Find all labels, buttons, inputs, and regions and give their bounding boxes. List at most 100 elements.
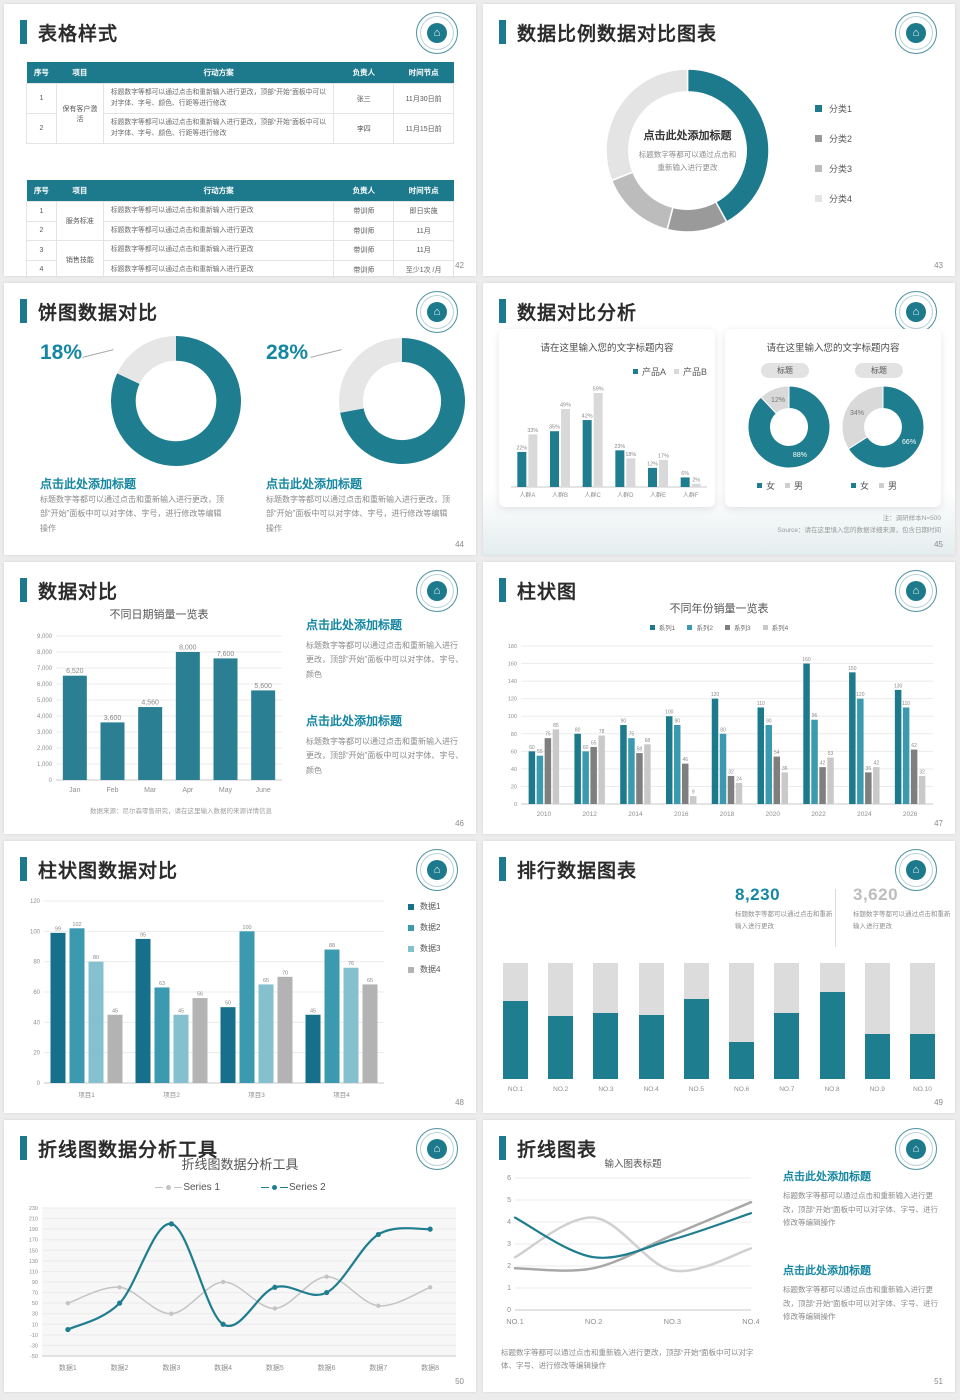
svg-text:66%: 66% [902, 439, 916, 446]
svg-text:人群E: 人群E [650, 491, 666, 499]
slide-header: 柱状图数据对比 ⌂ [20, 849, 460, 891]
accent-bar [499, 578, 506, 602]
text-block: 点击此处添加标题 标题数字等都可以通过点击和重新输入进行更改，顶部“开始”面板中… [306, 616, 464, 682]
svg-text:85: 85 [553, 723, 559, 729]
leader-line [310, 349, 342, 358]
block-heading: 点击此处添加标题 [306, 714, 403, 728]
svg-text:56: 56 [197, 992, 203, 998]
block-heading: 点击此处添加标题 [783, 1265, 871, 1277]
svg-text:4,560: 4,560 [141, 700, 159, 707]
category-donut-chart [605, 68, 770, 233]
svg-text:100: 100 [242, 925, 251, 931]
legend-swatch [815, 195, 822, 202]
accent-bar [499, 857, 506, 881]
svg-text:35%: 35% [549, 425, 560, 431]
table-cell: 1 [26, 82, 57, 115]
svg-text:-10: -10 [30, 1333, 38, 1339]
svg-text:数据2: 数据2 [111, 1363, 129, 1372]
legend-swatch [632, 369, 638, 374]
slide-header: 表格样式 ⌂ [20, 12, 460, 54]
svg-text:90: 90 [674, 719, 680, 725]
slide-51-thumbnail[interactable]: 折线图表 ⌂ 输入图表标题 6 5 4 3 2 1 0 NO.1 NO.2 NO.3 NO.4 标题… [483, 1120, 955, 1392]
slide-42-thumbnail[interactable]: 表格样式 ⌂ 序号 项目 行动方案 负责人 时间节点 1 保有客户激活 标题数字… [4, 4, 476, 276]
legend-swatch [408, 945, 414, 952]
legend-item: 系列2 [687, 622, 713, 632]
table-row: 2 标题数字等都可以通过点击和重新输入进行更改，顶部“开始”面板中可以对字体、字… [26, 113, 454, 145]
table-cell: 标题数字等都可以通过点击和重新输入进行更改，顶部“开始”面板中可以对字体、字号、… [102, 82, 335, 115]
legend-swatch [762, 624, 768, 630]
slide-50-thumbnail[interactable]: 折线图数据分析工具 ⌂ 折线图数据分析工具 Series 1 Series 2 … [4, 1120, 476, 1392]
legend-swatch [408, 903, 414, 910]
table-cell: 销售技能 [55, 240, 104, 276]
slide-47-thumbnail[interactable]: 柱状图 ⌂ 不同年份销量一览表 系列1 系列2 系列3 系列4 180 160 14… [483, 562, 955, 834]
legend-item: 产品A [632, 365, 666, 378]
logo-badge: ⌂ [416, 849, 458, 891]
stat-caption: 标题数字等都可以通过点击和重新输入进行更改 [735, 911, 833, 930]
accent-bar [20, 1136, 27, 1160]
svg-text:5: 5 [507, 1197, 511, 1204]
svg-text:55: 55 [537, 749, 543, 755]
block-body: 标题数字等都可以通过点击和重新输入进行更改，顶部“开始”面板中可以对字体、字号、… [783, 1191, 938, 1227]
stat-caption: 标题数字等都可以通过点击和重新输入进行更改 [853, 911, 951, 930]
svg-text:项目2: 项目2 [163, 1091, 180, 1099]
legend-item: 系列4 [762, 622, 788, 632]
gender-donut-2: 66% 34% [841, 385, 925, 469]
legend-item: 数据2 [408, 922, 440, 933]
page-number: 51 [934, 1377, 943, 1386]
svg-text:0: 0 [514, 802, 517, 808]
legend-label: Series 1 [183, 1182, 220, 1193]
gender-donut-1: 88% 12% [747, 385, 831, 469]
svg-text:项目1: 项目1 [78, 1091, 95, 1099]
svg-text:99: 99 [55, 926, 61, 932]
legend-swatch [879, 483, 885, 488]
table-cell: 李四 [333, 113, 395, 145]
legend-label: 男 [888, 481, 898, 491]
table-cell: 标题数字等都可以通过点击和重新输入进行更改，顶部“开始”面板中可以对字体、字号、… [102, 113, 335, 145]
svg-text:160: 160 [508, 662, 517, 668]
svg-text:32: 32 [919, 769, 925, 775]
chart-caption: 标题数字等都可以通过点击和重新输入进行更改，顶部“开始”面板中可以对字体、字号、… [501, 1347, 754, 1371]
slide-44-thumbnail[interactable]: 饼图数据对比 ⌂ 18% 点击此处添加标题 标题数字等都可以通过点击和重新输入进… [4, 283, 476, 555]
slide-46-thumbnail[interactable]: 数据对比 ⌂ 不同日期销量一览表 9,000 8,000 7,000 6,000 5,0… [4, 562, 476, 834]
svg-text:0: 0 [49, 778, 53, 784]
svg-text:May: May [219, 787, 233, 794]
block-body: 标题数字等都可以通过点击和重新输入进行更改，顶部“开始”面板中可以对字体、字号、… [306, 641, 464, 679]
table-cell: 标题数字等都可以通过点击和重新输入进行更改 [102, 220, 335, 242]
svg-text:Apr: Apr [182, 787, 194, 794]
table-cell: 带训师 [333, 220, 395, 242]
svg-text:100: 100 [665, 710, 674, 716]
svg-text:人群B: 人群B [552, 491, 568, 499]
table-cell: 11月 [393, 220, 454, 242]
action-plan-table-2: 序号 项目 行动方案 负责人 时间节点 1 服务标准 标题数字等都可以通过点击和… [26, 180, 454, 276]
svg-text:10: 10 [32, 1322, 38, 1328]
logo-badge: ⌂ [895, 849, 937, 891]
slide-43-thumbnail[interactable]: 数据比例数据对比图表 ⌂ 点击此处添加标题 标题数字等都可以通过点击和重新输入进… [483, 4, 955, 276]
legend-swatch [408, 966, 414, 973]
slide-header: 数据比例数据对比图表 ⌂ [499, 12, 939, 54]
slide-48-thumbnail[interactable]: 柱状图数据对比 ⌂ 120 100 80 60 40 20 0 99 102 80 45 项目1 95 6… [4, 841, 476, 1113]
donut-pill-label: 标题 [761, 363, 809, 378]
accent-bar [20, 299, 27, 323]
svg-text:项目4: 项目4 [333, 1091, 350, 1099]
svg-text:2014: 2014 [628, 811, 643, 818]
svg-text:120: 120 [711, 692, 720, 698]
donut-legend: 女 男 [757, 479, 803, 492]
slide-49-thumbnail[interactable]: 排行数据图表 ⌂ 8,230 标题数字等都可以通过点击和重新输入进行更改 3,6… [483, 841, 955, 1113]
slide-title: 柱状图 [517, 581, 578, 603]
svg-text:4: 4 [507, 1219, 511, 1226]
table-header-cell: 负责人 [333, 180, 394, 202]
svg-text:110: 110 [757, 701, 765, 707]
svg-text:80: 80 [720, 727, 726, 733]
legend-label: 数据1 [420, 902, 441, 911]
legend-line-marker [155, 1184, 183, 1190]
svg-text:22%: 22% [516, 445, 527, 451]
slide-title: 数据比例数据对比图表 [517, 23, 718, 45]
logo-badge: ⌂ [416, 12, 458, 54]
svg-text:6%: 6% [681, 471, 689, 477]
svg-text:33%: 33% [527, 428, 538, 434]
svg-text:NO.1: NO.1 [506, 1317, 524, 1326]
slide-45-thumbnail[interactable]: 数据对比分析 ⌂ 请在这里输入您的文字标题内容 产品A 产品B 22% 33% 人群… [483, 283, 955, 555]
percent-label: 28% [266, 341, 309, 364]
logo-icon: ⌂ [427, 860, 447, 880]
table-row: 4 标题数字等都可以通过点击和重新输入进行更改 带训师 至少1次 /月 [26, 259, 454, 276]
